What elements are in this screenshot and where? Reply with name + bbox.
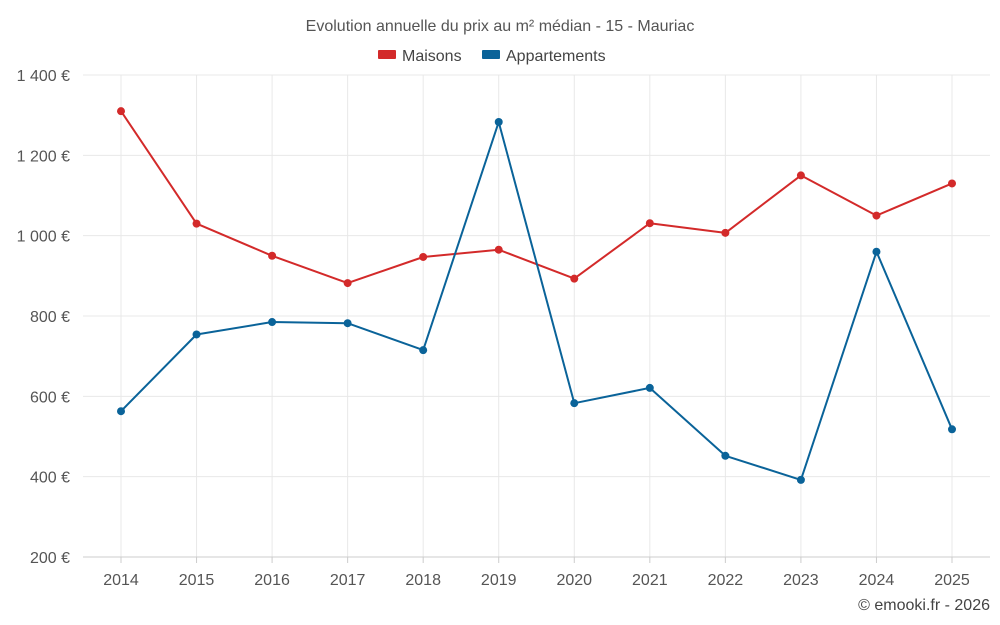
data-point-appartements[interactable] <box>570 399 579 408</box>
data-point-maisons[interactable] <box>948 179 956 188</box>
x-tick-label: 2014 <box>103 572 139 589</box>
legend-item-appartements[interactable]: Appartements <box>482 48 606 65</box>
y-tick-label: 1 200 € <box>17 148 70 165</box>
data-point-appartements[interactable] <box>268 318 277 327</box>
x-tick-label: 2020 <box>556 572 592 589</box>
y-tick-label: 600 € <box>30 389 70 406</box>
x-tick-label: 2016 <box>254 572 290 589</box>
data-point-maisons[interactable] <box>117 107 125 116</box>
credit-text: © emooki.fr - 2026 <box>858 597 990 614</box>
x-tick-label: 2019 <box>481 572 517 589</box>
legend-swatch-maisons <box>378 50 396 59</box>
series <box>117 107 956 484</box>
x-tick-label: 2015 <box>179 572 215 589</box>
axes: 200 € 400 € 600 € 800 € 1 000 € 1 200 € 1 400 … <box>17 68 990 589</box>
series-line-maisons <box>120 110 953 285</box>
data-point-appartements[interactable] <box>117 407 125 416</box>
data-point-appartements[interactable] <box>948 425 956 434</box>
legend-label-appartements: Appartements <box>506 48 606 65</box>
data-point-maisons[interactable] <box>419 252 428 261</box>
data-point-appartements[interactable] <box>645 383 654 392</box>
data-point-appartements[interactable] <box>343 319 352 328</box>
data-point-appartements[interactable] <box>192 330 201 339</box>
data-point-appartements[interactable] <box>721 451 730 460</box>
x-tick-label: 2017 <box>330 572 366 589</box>
y-tick-label: 200 € <box>30 550 70 567</box>
data-point-appartements[interactable] <box>494 117 503 126</box>
data-point-maisons[interactable] <box>645 219 654 228</box>
y-tick-label: 400 € <box>30 470 70 487</box>
legend: Maisons Appartements <box>378 48 606 65</box>
data-point-appartements[interactable] <box>419 346 428 355</box>
x-tick-label: 2024 <box>859 572 895 589</box>
data-point-maisons[interactable] <box>570 274 579 283</box>
data-point-maisons[interactable] <box>343 279 352 288</box>
x-tick-label: 2022 <box>708 572 744 589</box>
data-point-appartements[interactable] <box>872 247 881 256</box>
data-point-maisons[interactable] <box>721 228 730 237</box>
x-tick-label: 2023 <box>783 572 819 589</box>
chart-title: Evolution annuelle du prix au m² médian … <box>306 18 695 35</box>
legend-item-maisons[interactable]: Maisons <box>378 48 462 65</box>
data-point-maisons[interactable] <box>192 219 201 228</box>
grid <box>83 74 990 557</box>
series-line-appartements <box>120 121 953 481</box>
legend-swatch-appartements <box>482 50 500 59</box>
data-point-maisons[interactable] <box>796 171 805 180</box>
series-appartements <box>117 117 956 484</box>
data-point-maisons[interactable] <box>872 211 881 220</box>
y-tick-label: 800 € <box>30 309 70 326</box>
legend-label-maisons: Maisons <box>402 48 462 65</box>
x-tick-label: 2025 <box>934 572 970 589</box>
x-tick-label: 2018 <box>405 572 441 589</box>
data-point-maisons[interactable] <box>494 245 503 254</box>
y-tick-label: 1 000 € <box>17 229 70 246</box>
data-point-appartements[interactable] <box>796 475 805 484</box>
x-tick-label: 2021 <box>632 572 668 589</box>
y-tick-label: 1 400 € <box>17 68 70 85</box>
data-point-maisons[interactable] <box>268 251 277 260</box>
